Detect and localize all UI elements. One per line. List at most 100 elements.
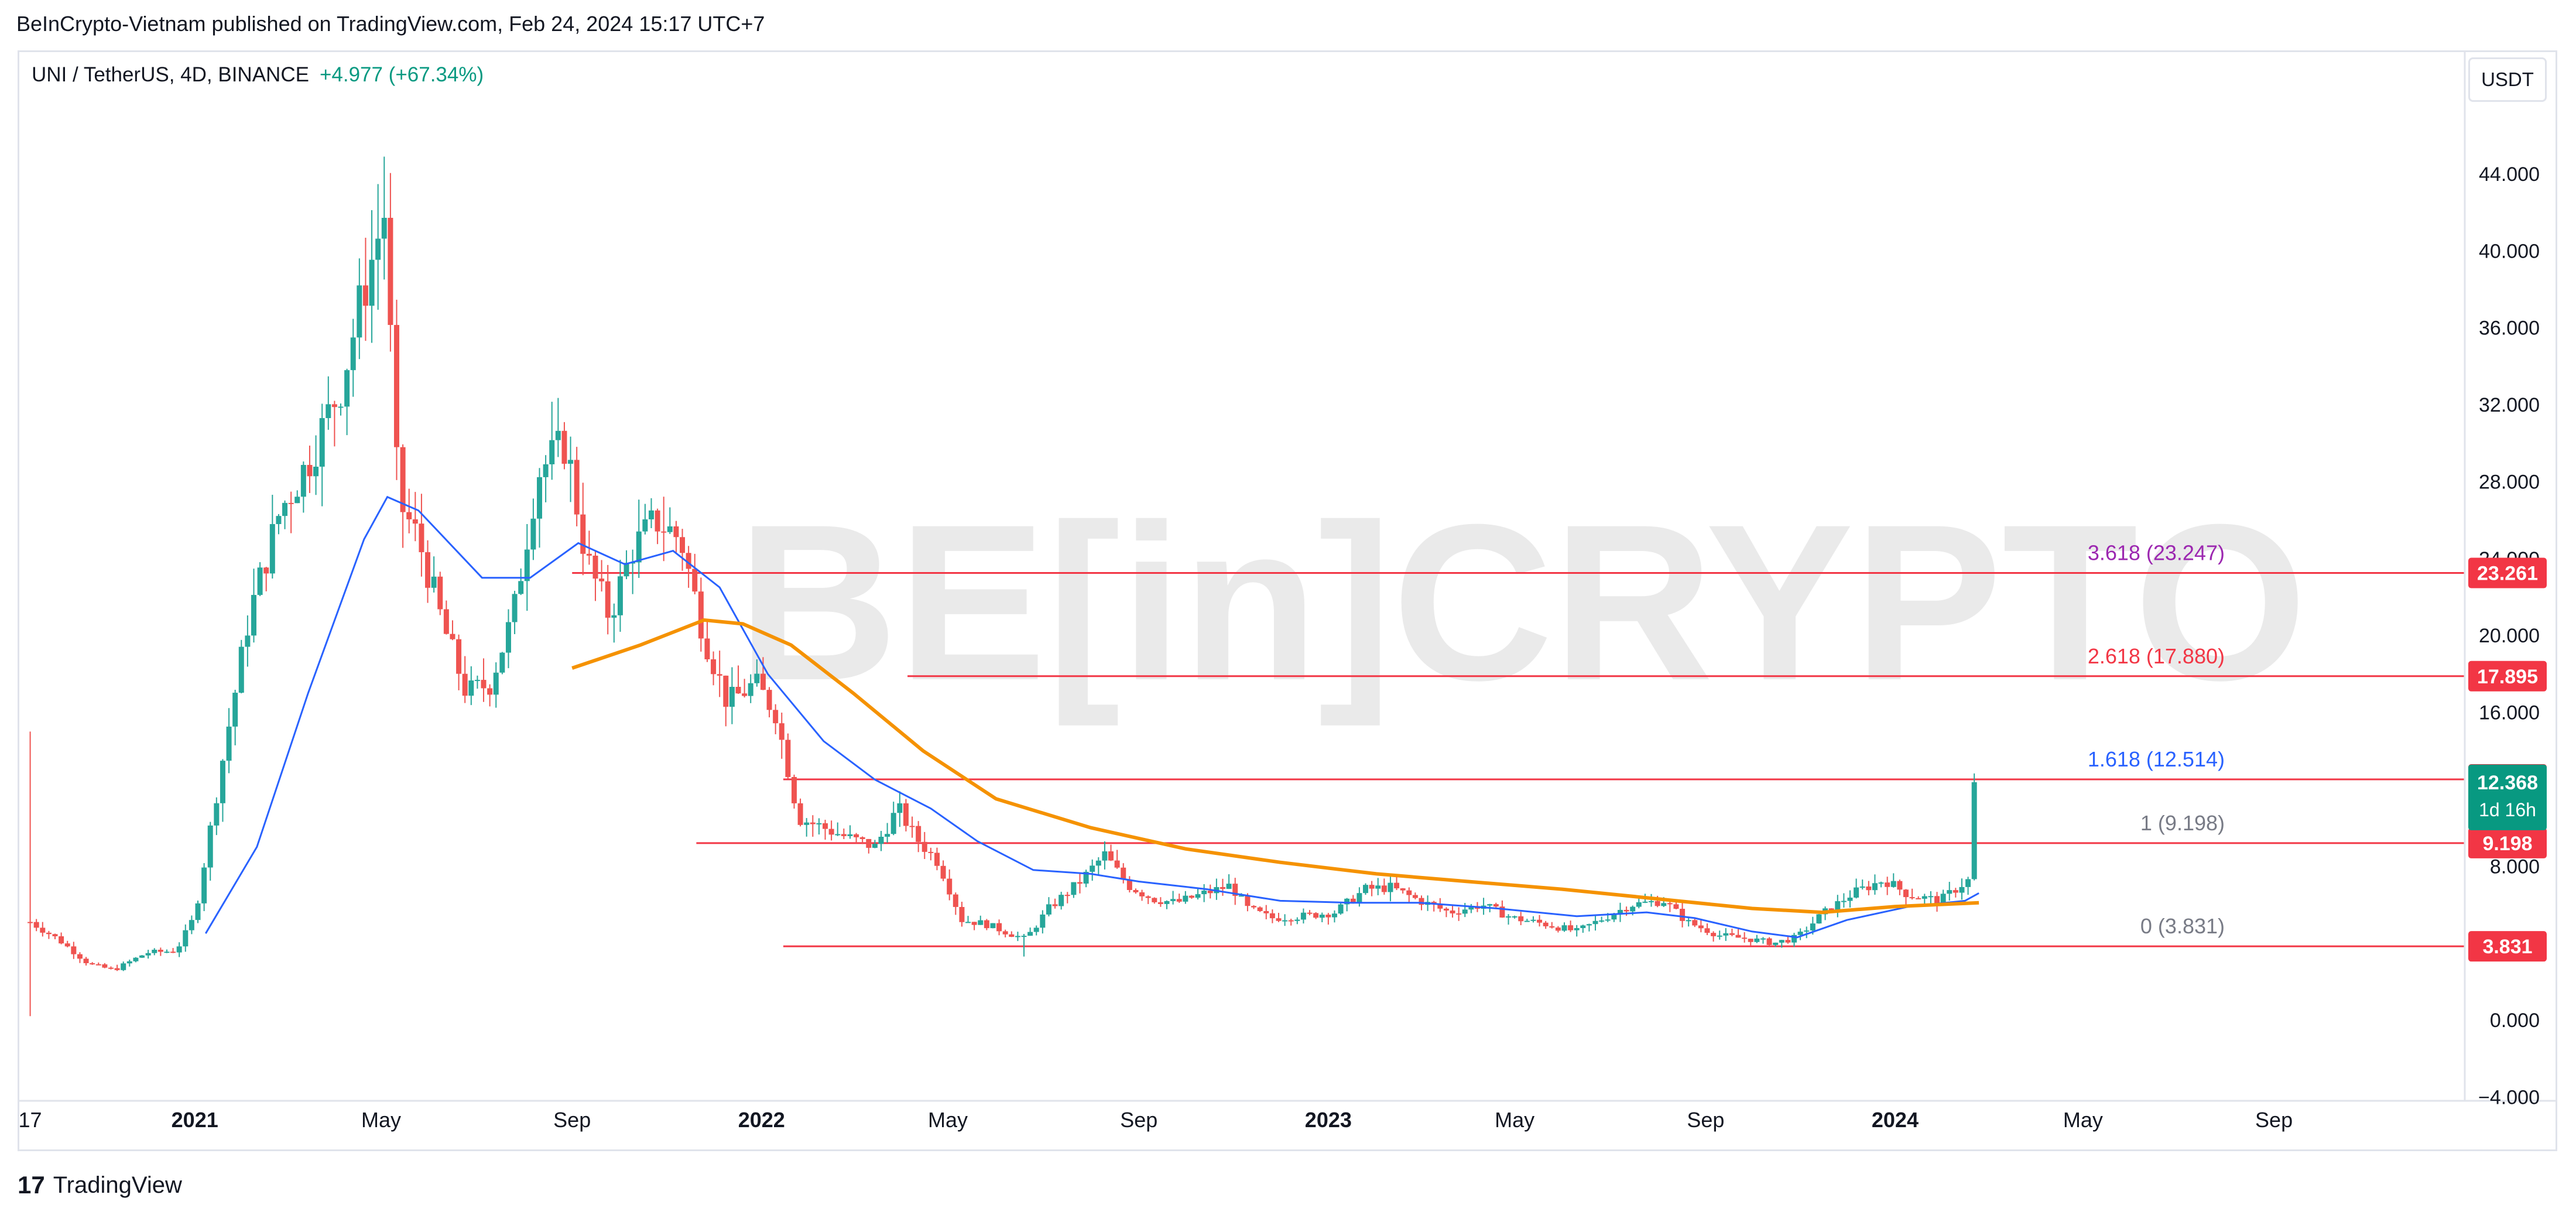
candle-body (1207, 891, 1213, 894)
candle-body (1680, 909, 1686, 921)
candle-body (866, 838, 872, 848)
candle-body (704, 638, 710, 659)
candle-body (742, 693, 748, 696)
candle-body (493, 672, 499, 695)
candle-body (1568, 925, 1574, 930)
publisher-line: BeInCrypto-Vietnam published on TradingV… (16, 12, 765, 36)
candle-body (779, 723, 785, 740)
candle-body (263, 567, 269, 574)
time-tick-label: 17 (19, 1108, 42, 1132)
candle-body (412, 519, 418, 524)
candle-body (1592, 920, 1598, 925)
candle-body (214, 803, 220, 826)
candle-body (331, 404, 337, 408)
candle-body (1903, 889, 1909, 898)
last-price-label: 12.368 (2477, 772, 2538, 794)
candle-body (1537, 919, 1543, 923)
candle-body (1027, 932, 1033, 936)
candle-body (33, 922, 39, 928)
candle-body (872, 844, 878, 848)
candle-body (810, 822, 816, 824)
time-tick-label: May (2063, 1108, 2103, 1132)
candle-body (1729, 933, 1735, 935)
candle-body (1394, 882, 1400, 889)
price-tick-label: 28.000 (2479, 471, 2540, 493)
candle-body (1506, 916, 1512, 918)
candle-body (1934, 896, 1940, 904)
candle-body (220, 761, 225, 803)
candle-body (561, 430, 567, 464)
candle-body (1878, 882, 1884, 884)
candle-body (46, 932, 52, 935)
candle-body (1804, 930, 1810, 932)
candle-body (1226, 884, 1232, 889)
candle-body (1188, 895, 1194, 898)
fib-label-0: 0 (3.831) (2140, 914, 2225, 938)
candle-body (1319, 915, 1325, 918)
candle-body (1952, 890, 1958, 893)
candle-body (928, 851, 934, 853)
candle-body (835, 834, 841, 836)
fib-price-tag-label: 23.261 (2477, 563, 2538, 585)
fib-levels (572, 572, 2465, 947)
candle-body (139, 955, 145, 958)
tradingview-logo[interactable]: 17 TradingView (18, 1171, 182, 1199)
candle-body (1102, 851, 1108, 861)
candle-body (288, 502, 294, 504)
candle-body (487, 688, 493, 695)
fib-label-1: 1 (9.198) (2140, 811, 2225, 835)
candle-body (1195, 894, 1201, 898)
candle-body (357, 285, 362, 338)
candle-body (1555, 927, 1561, 931)
candle-body (729, 686, 735, 707)
fib-price-tag (2468, 557, 2547, 588)
candle-body (1866, 887, 1872, 891)
candle-body (828, 829, 834, 835)
candle-body (1654, 901, 1660, 906)
candle-body (1145, 896, 1151, 898)
candle-body (922, 841, 927, 852)
candle-body (642, 519, 648, 532)
candle-body (1369, 885, 1375, 889)
candle-body (505, 622, 511, 653)
candle-body (1885, 882, 1890, 887)
candle-body (636, 531, 642, 563)
candle-body (1735, 935, 1741, 938)
candle-body (1766, 938, 1772, 945)
candle-body (1723, 933, 1729, 936)
candle-body (1549, 926, 1555, 928)
candle-body (71, 946, 77, 954)
candle-body (145, 953, 151, 956)
watermark-text: BE[in]CRYPTO (737, 478, 2307, 728)
candle-body (195, 903, 201, 920)
candle-body (102, 964, 108, 968)
candle-body (1064, 895, 1070, 896)
candle-body (1928, 896, 1934, 898)
candle-body (543, 464, 549, 477)
fib-price-tag-label: 17.895 (2477, 666, 2538, 688)
candle-body (959, 906, 965, 922)
candle-body (1890, 881, 1896, 887)
last-price-tag (2468, 764, 2547, 830)
candle-body (1605, 919, 1611, 921)
chart-frame (18, 50, 2557, 1151)
candle-body (816, 823, 822, 824)
candle-body (885, 834, 890, 837)
symbol-legend: UNI / TetherUS, 4D, BINANCE +4.977 (+67.3… (32, 63, 484, 87)
candle-body (1238, 895, 1244, 897)
candle-body (183, 930, 189, 947)
candle-body (574, 460, 580, 515)
candle-body (1748, 939, 1753, 942)
candle-body (1015, 936, 1020, 937)
candle-body (1468, 906, 1474, 910)
candle-body (947, 878, 953, 895)
candle-body (176, 946, 182, 953)
currency-unit-button[interactable]: USDT (2468, 57, 2547, 102)
candle-body (1754, 938, 1760, 942)
fib-labels: 0 (3.831) 1 (9.198) 1.618 (12.514) 2.618 (1… (2088, 541, 2225, 939)
candle-body (1052, 904, 1058, 906)
time-tick-label: 2022 (738, 1108, 785, 1132)
candle-body (1338, 904, 1344, 914)
